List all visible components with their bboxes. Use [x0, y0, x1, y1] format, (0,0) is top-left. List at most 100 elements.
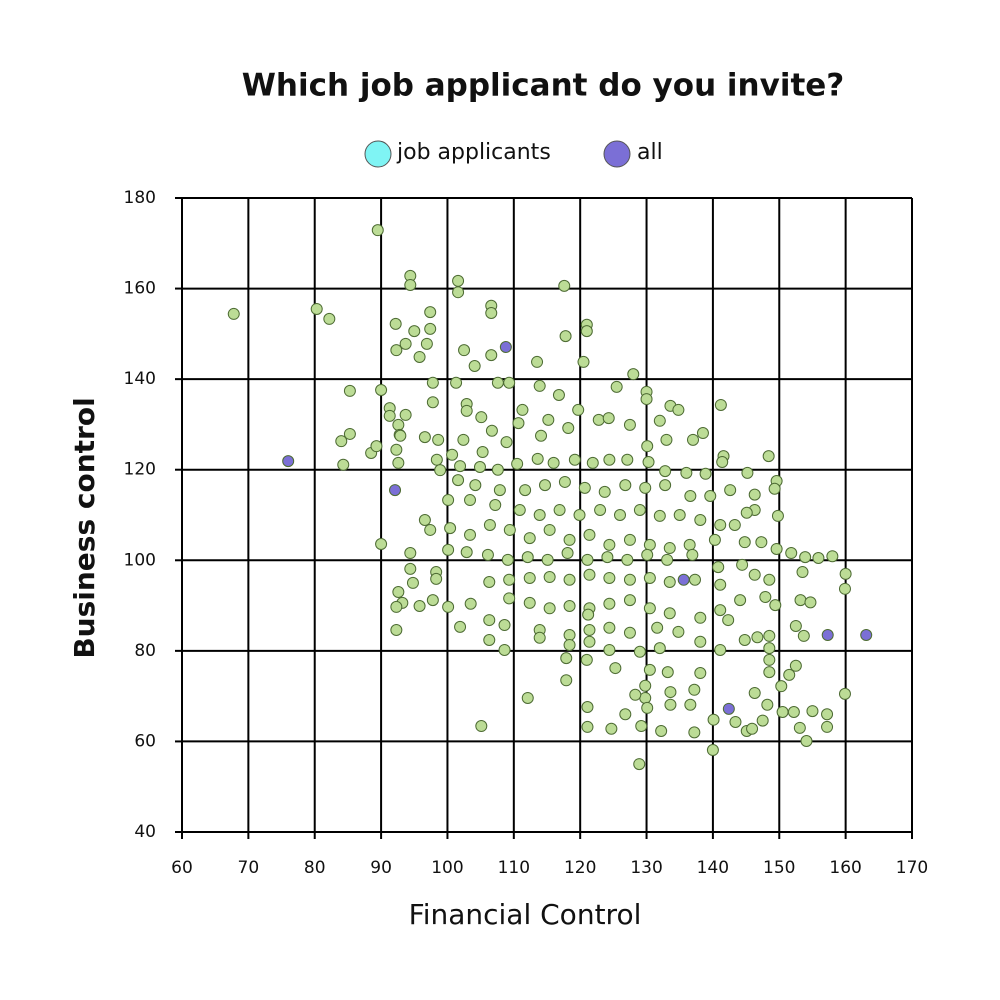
point	[759, 590, 772, 603]
point	[643, 602, 656, 615]
point	[623, 533, 636, 546]
point	[785, 547, 798, 560]
point	[661, 553, 674, 566]
point	[483, 576, 496, 589]
point	[390, 624, 403, 637]
point	[821, 708, 834, 721]
point	[323, 312, 336, 325]
point	[683, 538, 696, 551]
y-tick-label: 160	[124, 279, 156, 299]
point	[481, 548, 494, 561]
point	[547, 456, 560, 469]
point	[442, 543, 455, 556]
point	[664, 686, 677, 699]
point	[558, 475, 571, 488]
point	[503, 523, 516, 536]
x-tick-label: 70	[238, 858, 260, 878]
point	[639, 691, 652, 704]
point	[736, 558, 749, 571]
point	[454, 620, 467, 633]
point	[392, 585, 405, 598]
point	[800, 734, 813, 747]
point	[558, 279, 571, 292]
point	[603, 571, 616, 584]
point	[553, 504, 566, 517]
legend-label: job applicants	[396, 140, 551, 165]
x-tick-label: 150	[763, 858, 795, 878]
point	[687, 433, 699, 446]
point	[383, 409, 396, 422]
point	[389, 484, 402, 497]
point	[533, 631, 546, 644]
point	[424, 306, 437, 319]
point	[609, 662, 622, 675]
point	[390, 344, 403, 357]
point	[563, 629, 576, 642]
point	[763, 666, 776, 679]
point	[684, 489, 697, 502]
point	[748, 568, 761, 581]
point	[734, 594, 747, 607]
point	[741, 466, 754, 479]
point	[821, 629, 834, 642]
point	[603, 453, 616, 466]
point	[568, 453, 581, 466]
point	[605, 722, 618, 735]
point	[475, 411, 488, 424]
point	[738, 633, 751, 646]
point	[643, 663, 656, 676]
point	[706, 744, 719, 757]
point	[483, 614, 496, 627]
x-tick-label: 120	[564, 858, 596, 878]
point	[603, 597, 616, 610]
point	[464, 494, 477, 507]
point	[694, 667, 707, 680]
point	[635, 720, 648, 733]
point	[799, 551, 812, 564]
point	[776, 705, 789, 718]
point	[523, 596, 536, 609]
point	[424, 322, 437, 335]
point	[623, 418, 636, 431]
point	[485, 424, 498, 437]
point	[501, 553, 514, 566]
point	[500, 436, 513, 449]
point	[729, 715, 742, 728]
point	[738, 536, 751, 549]
point	[663, 576, 676, 589]
point	[633, 504, 646, 517]
point	[485, 307, 498, 320]
point	[716, 456, 729, 469]
point	[489, 499, 502, 512]
point	[619, 479, 632, 492]
point	[603, 621, 616, 634]
point	[728, 518, 741, 531]
point	[404, 547, 417, 560]
point	[771, 509, 784, 522]
point	[406, 576, 419, 589]
point	[839, 567, 852, 580]
point	[562, 422, 575, 435]
point	[653, 509, 666, 522]
y-tick-label: 40	[134, 822, 156, 842]
point	[577, 355, 590, 368]
point	[740, 506, 753, 519]
point	[498, 643, 511, 656]
point	[475, 720, 488, 733]
point	[641, 701, 654, 714]
point	[714, 518, 727, 531]
point	[337, 458, 350, 471]
point	[392, 456, 405, 469]
point	[583, 568, 596, 581]
point	[639, 481, 652, 494]
point	[756, 714, 769, 727]
point	[446, 448, 459, 461]
point	[748, 686, 761, 699]
point	[426, 376, 439, 389]
point	[661, 666, 674, 679]
point	[603, 643, 616, 656]
point	[559, 330, 572, 343]
point	[483, 633, 496, 646]
point	[714, 578, 727, 591]
